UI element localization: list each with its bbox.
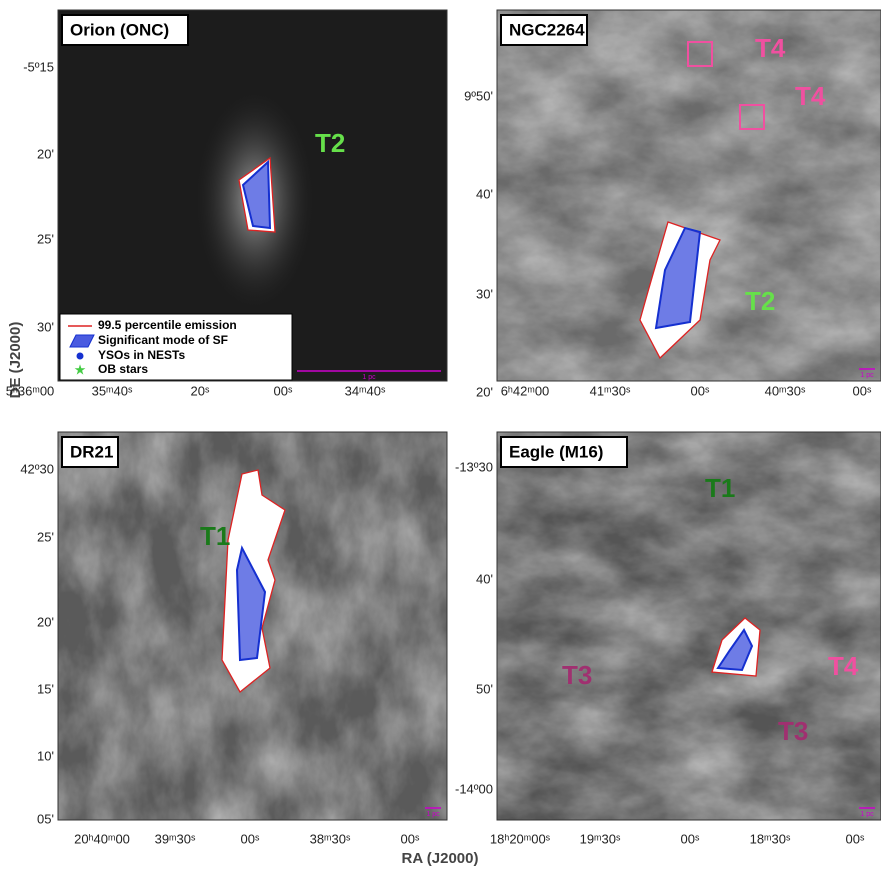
- y-tick-label: 30': [37, 319, 54, 334]
- y-tick-label: 15': [37, 681, 54, 696]
- x-tick-label: 00ˢ: [274, 383, 293, 398]
- scale-label: 1 pc: [860, 372, 874, 379]
- legend-label: YSOs in NESTs: [98, 348, 185, 362]
- x-tick-label: 6ʰ42ᵐ00: [501, 383, 550, 398]
- region-label: T4: [795, 81, 826, 111]
- legend-label: Significant mode of SF: [98, 333, 228, 347]
- legend-label: OB stars: [98, 362, 148, 376]
- scale-label: 1 pc: [426, 811, 440, 818]
- x-tick-label: 00ˢ: [691, 383, 710, 398]
- panel-title: NGC2264: [509, 20, 585, 39]
- x-tick-label: 5ʰ36ᵐ00: [6, 383, 55, 398]
- x-tick-label: 20ˢ: [191, 383, 210, 398]
- panel-title: Eagle (M16): [509, 442, 603, 461]
- y-tick-label: 05': [37, 811, 54, 826]
- panel: DR21 42º30 25' 20' 15' 10' 05' 20ʰ40ᵐ00 39ᵐ30ˢ 00…: [20, 432, 447, 846]
- panel-title: DR21: [70, 442, 113, 461]
- region-label: T4: [755, 33, 786, 63]
- y-tick-label: 20': [37, 146, 54, 161]
- region-label: T2: [745, 286, 775, 316]
- legend-star: ★: [74, 362, 87, 378]
- y-tick-label: 20': [37, 614, 54, 629]
- x-tick-label: 41ᵐ30ˢ: [590, 383, 631, 398]
- region-label: T2: [315, 128, 345, 158]
- x-axis-label: RA (J2000): [402, 850, 479, 867]
- y-tick-label: -5º15: [23, 59, 54, 74]
- x-tick-label: 00ˢ: [241, 831, 260, 846]
- y-tick-label: -13º30: [455, 459, 493, 474]
- x-tick-label: 20ʰ40ᵐ00: [74, 831, 130, 846]
- y-tick-label: 9º50': [464, 88, 493, 103]
- x-tick-label: 19ᵐ30ˢ: [580, 831, 621, 846]
- x-tick-label: 00ˢ: [846, 831, 865, 846]
- x-tick-label: 00ˢ: [681, 831, 700, 846]
- y-tick-label: 20': [476, 384, 493, 399]
- region-label: T1: [705, 473, 735, 503]
- x-tick-label: 40ᵐ30ˢ: [765, 383, 806, 398]
- scale-label: 1 pc: [860, 811, 874, 818]
- y-tick-label: 40': [476, 571, 493, 586]
- region-label: T4: [828, 651, 859, 681]
- x-tick-label: 18ʰ20ᵐ00ˢ: [490, 831, 551, 846]
- x-tick-label: 39ᵐ30ˢ: [155, 831, 196, 846]
- panel: NGC2264 9º50' 40' 30' 20' 6ʰ42ᵐ00 41ᵐ30ˢ 00ˢ 40ᵐ…: [464, 10, 881, 399]
- panel-title: Orion (ONC): [70, 20, 169, 39]
- figure: DE (J2000) RA (J2000) Orion (ONC)-5º1520…: [0, 0, 881, 869]
- legend-dot: [77, 353, 84, 360]
- region-label: T1: [200, 521, 230, 551]
- y-tick-label: 42º30: [20, 461, 54, 476]
- y-tick-label: 30': [476, 286, 493, 301]
- scale-label: 1 pc: [362, 374, 376, 381]
- panel: Eagle (M16) -13º30 40' 50' -14º00 18ʰ20ᵐ00ˢ 19…: [455, 432, 881, 846]
- legend-label: 99.5 percentile emission: [98, 318, 237, 332]
- x-tick-label: 34ᵐ40ˢ: [345, 383, 386, 398]
- x-tick-label: 18ᵐ30ˢ: [750, 831, 791, 846]
- x-tick-label: 00ˢ: [401, 831, 420, 846]
- nebula-texture: [497, 432, 881, 820]
- region-label: T3: [778, 716, 808, 746]
- y-tick-label: 25': [37, 529, 54, 544]
- y-tick-label: 25': [37, 231, 54, 246]
- x-tick-label: 00ˢ: [853, 383, 872, 398]
- region-label: T3: [562, 660, 592, 690]
- y-tick-label: 50': [476, 681, 493, 696]
- x-tick-label: 38ᵐ30ˢ: [310, 831, 351, 846]
- y-tick-label: 40': [476, 186, 493, 201]
- x-tick-label: 35ᵐ40ˢ: [92, 383, 133, 398]
- y-tick-label: -14º00: [455, 781, 493, 796]
- y-tick-label: 10': [37, 748, 54, 763]
